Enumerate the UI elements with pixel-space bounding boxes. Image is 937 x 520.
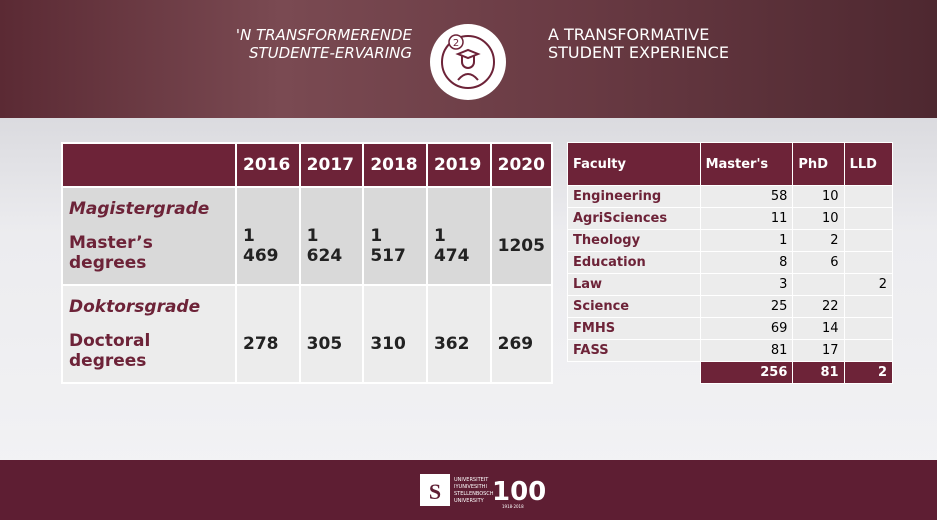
value-cell: 69 <box>699 317 794 340</box>
value-cell: 278 <box>235 284 301 384</box>
data-row: AgriSciences 11 10 <box>567 207 894 230</box>
faculty-name: AgriSciences <box>567 207 701 230</box>
value-cell: 17 <box>792 339 845 362</box>
value-cell <box>843 317 894 340</box>
data-row: FMHS 69 14 <box>567 317 894 340</box>
data-row: Education 8 6 <box>567 251 894 274</box>
data-row: Theology 1 2 <box>567 229 894 252</box>
header-row: Faculty Master's PhD LLD <box>567 142 894 186</box>
header: 'N TRANSFORMERENDE STUDENTE-ERVARING 2 A… <box>0 0 937 118</box>
total-cell: 256 <box>699 361 794 384</box>
logo: S UNIVERSITEIT IYUNIVESITHI STELLENBOSCH… <box>420 474 546 509</box>
data-row: Magistergrade Master’s degrees 1 469 1 624 1… <box>61 186 554 286</box>
years: 1918·2018 <box>502 504 524 509</box>
value-cell: 6 <box>792 251 845 274</box>
faculty-name: Theology <box>567 229 701 252</box>
data-row: FASS 81 17 <box>567 339 894 362</box>
value-cell: 25 <box>699 295 794 318</box>
anniversary: 100 <box>492 477 546 507</box>
data-row: Law 3 2 <box>567 273 894 296</box>
value-cell: 58 <box>699 185 794 208</box>
label-af: Magistergrade <box>69 199 210 219</box>
badge-number: 2 <box>453 38 459 49</box>
data-row: Science 25 22 <box>567 295 894 318</box>
right-title: A TRANSFORMATIVE STUDENT EXPERIENCE <box>548 26 729 62</box>
value-cell <box>792 273 845 296</box>
value-cell: 11 <box>699 207 794 230</box>
faculty-name: Engineering <box>567 185 701 208</box>
value-cell: 81 <box>699 339 794 362</box>
logo-text: IYUNIVESITHI <box>454 484 487 490</box>
left-title: 'N TRANSFORMERENDE STUDENTE-ERVARING <box>236 26 412 62</box>
value-cell: 310 <box>362 284 428 384</box>
value-cell: 8 <box>699 251 794 274</box>
header-cell: Faculty <box>567 142 701 186</box>
footer: S UNIVERSITEIT IYUNIVESITHI STELLENBOSCH… <box>0 460 937 520</box>
header-cell: Master's <box>699 142 794 186</box>
label-en: Doctoral degrees <box>69 331 151 371</box>
data-row: Engineering 58 10 <box>567 185 894 208</box>
faculty-name: Education <box>567 251 701 274</box>
value-cell: 305 <box>298 284 365 384</box>
value-cell <box>843 251 894 274</box>
title-line: A TRANSFORMATIVE <box>548 25 710 44</box>
total-cell: 2 <box>843 361 894 384</box>
degrees-table: 2016 2017 2018 2019 2020 Magistergrade Master’… <box>61 142 554 384</box>
header-cell <box>61 142 237 188</box>
header-cell: 2016 <box>235 142 301 188</box>
title-line: 'N TRANSFORMERENDE <box>235 26 412 44</box>
faculty-name: Law <box>567 273 701 296</box>
svg-text:S: S <box>429 479 441 504</box>
header-cell: LLD <box>843 142 894 186</box>
value-cell: 10 <box>792 207 845 230</box>
value-cell: 1 <box>699 229 794 252</box>
value-cell: 269 <box>489 284 554 384</box>
logo-text: UNIVERSITEIT <box>454 477 489 483</box>
value-cell: 14 <box>792 317 845 340</box>
header-cell: 2020 <box>489 142 554 188</box>
header-cell: PhD <box>792 142 845 186</box>
header-cell: 2018 <box>362 142 428 188</box>
value-cell: 3 <box>699 273 794 296</box>
total-cell: 81 <box>792 361 845 384</box>
value-cell: 1 469 <box>235 186 301 286</box>
blank-cell <box>568 362 701 384</box>
logo-text: UNIVERSITY <box>454 498 485 504</box>
header-cell: 2017 <box>298 142 365 188</box>
totals-row: 256 81 2 <box>568 361 894 384</box>
header-row: 2016 2017 2018 2019 2020 <box>61 142 554 188</box>
value-cell: 1 624 <box>298 186 365 286</box>
value-cell <box>843 185 894 208</box>
value-cell <box>843 339 894 362</box>
badge-icon: 2 <box>430 24 506 100</box>
faculty-name: FASS <box>567 339 701 362</box>
faculty-name: Science <box>567 295 701 318</box>
label-en: Master’s degrees <box>69 233 153 273</box>
value-cell: 2 <box>792 229 845 252</box>
value-cell: 2 <box>843 273 894 296</box>
faculty-table: Faculty Master's PhD LLD Engineering 58 10 Agri… <box>567 142 894 384</box>
value-cell: 22 <box>792 295 845 318</box>
label-af: Doktorsgrade <box>69 297 201 317</box>
row-label: Magistergrade Master’s degrees <box>61 186 237 286</box>
value-cell: 10 <box>792 185 845 208</box>
value-cell <box>843 295 894 318</box>
value-cell: 1 517 <box>362 186 428 286</box>
data-row: Doktorsgrade Doctoral degrees 278 305 310 362… <box>61 284 554 384</box>
faculty-name: FMHS <box>567 317 701 340</box>
title-line: STUDENTE-ERVARING <box>248 44 412 62</box>
value-cell <box>843 229 894 252</box>
value-cell <box>843 207 894 230</box>
logo-text: STELLENBOSCH <box>454 491 494 497</box>
value-cell: 1205 <box>489 186 554 286</box>
value-cell: 1 474 <box>425 186 492 286</box>
row-label: Doktorsgrade Doctoral degrees <box>61 284 237 384</box>
title-line: STUDENT EXPERIENCE <box>548 43 729 62</box>
header-cell: 2019 <box>425 142 492 188</box>
value-cell: 362 <box>425 284 492 384</box>
